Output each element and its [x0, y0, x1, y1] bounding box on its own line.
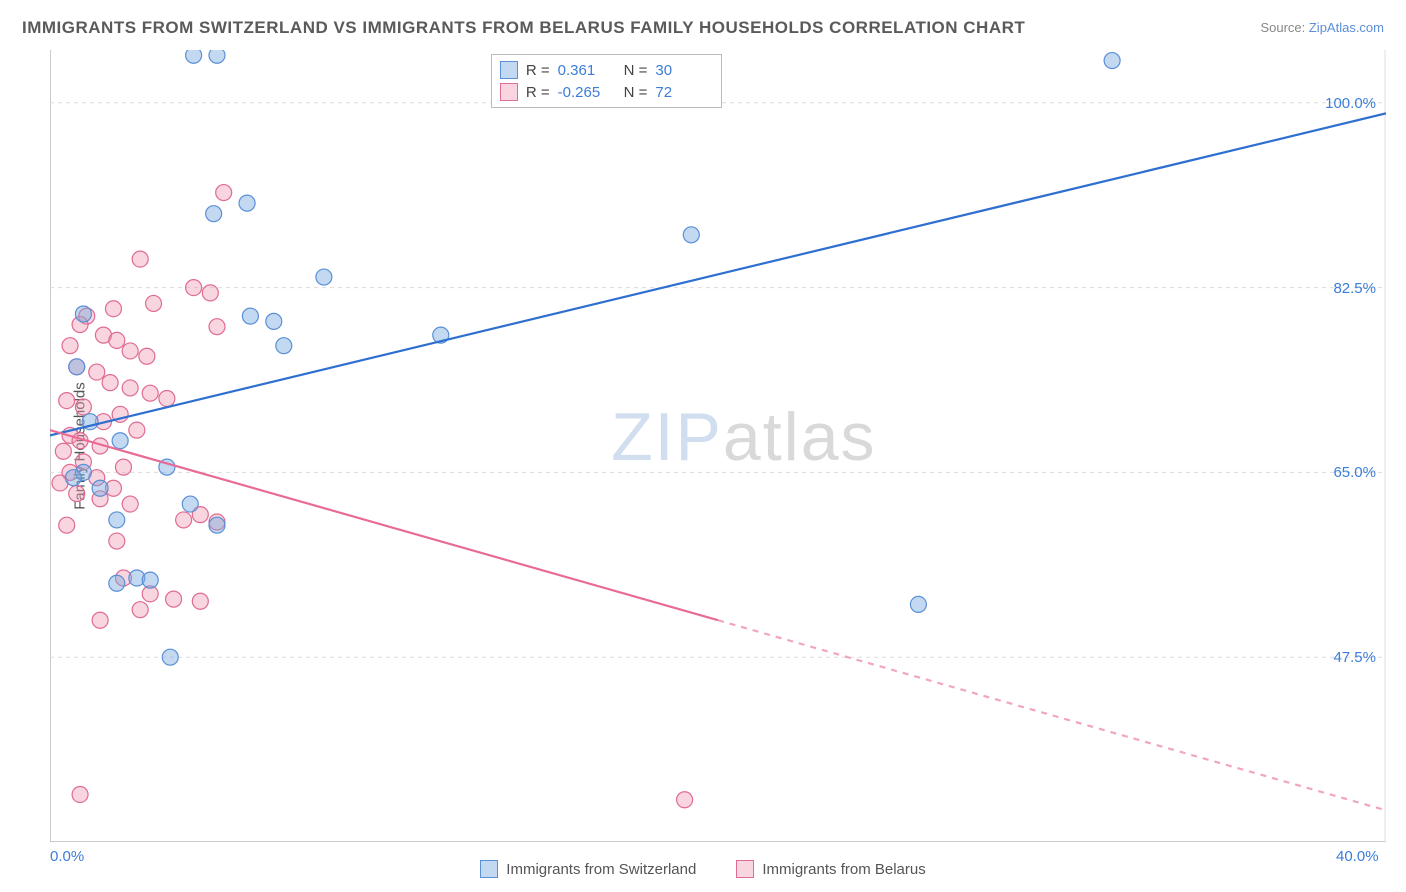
source-prefix: Source: [1260, 20, 1308, 35]
source-credit: Source: ZipAtlas.com [1260, 20, 1384, 35]
stats-row: R = 0.361 N = 30 [500, 59, 714, 81]
legend-item: Immigrants from Belarus [736, 860, 925, 878]
stat-n-label: N = [624, 62, 648, 79]
stat-r-value: -0.265 [558, 84, 616, 101]
bottom-legend: Immigrants from Switzerland Immigrants fr… [0, 860, 1406, 878]
scatter-chart [50, 50, 1386, 842]
legend-swatch [500, 83, 518, 101]
stat-n-value: 72 [655, 84, 713, 101]
y-tick-label: 82.5% [1333, 280, 1376, 297]
legend-label: Immigrants from Belarus [762, 861, 925, 878]
stat-r-label: R = [526, 84, 550, 101]
stat-r-label: R = [526, 62, 550, 79]
legend-swatch [736, 860, 754, 878]
page-title: IMMIGRANTS FROM SWITZERLAND VS IMMIGRANT… [22, 18, 1025, 38]
y-tick-label: 47.5% [1333, 649, 1376, 666]
legend-label: Immigrants from Switzerland [506, 861, 696, 878]
legend-swatch [500, 61, 518, 79]
y-tick-label: 65.0% [1333, 464, 1376, 481]
chart-area: ZIPatlas R =0.361N =30R =-0.265N =72 [50, 50, 1386, 842]
legend-item: Immigrants from Switzerland [480, 860, 696, 878]
legend-swatch [480, 860, 498, 878]
stats-row: R = -0.265 N = 72 [500, 81, 714, 103]
y-tick-label: 100.0% [1325, 95, 1376, 112]
stats-legend: R = 0.361 N = 30 R = -0.265 N = 72 [491, 54, 723, 108]
stat-n-label: N = [624, 84, 648, 101]
source-link[interactable]: ZipAtlas.com [1309, 20, 1384, 35]
stat-n-value: 30 [655, 62, 713, 79]
stat-r-value: 0.361 [558, 62, 616, 79]
